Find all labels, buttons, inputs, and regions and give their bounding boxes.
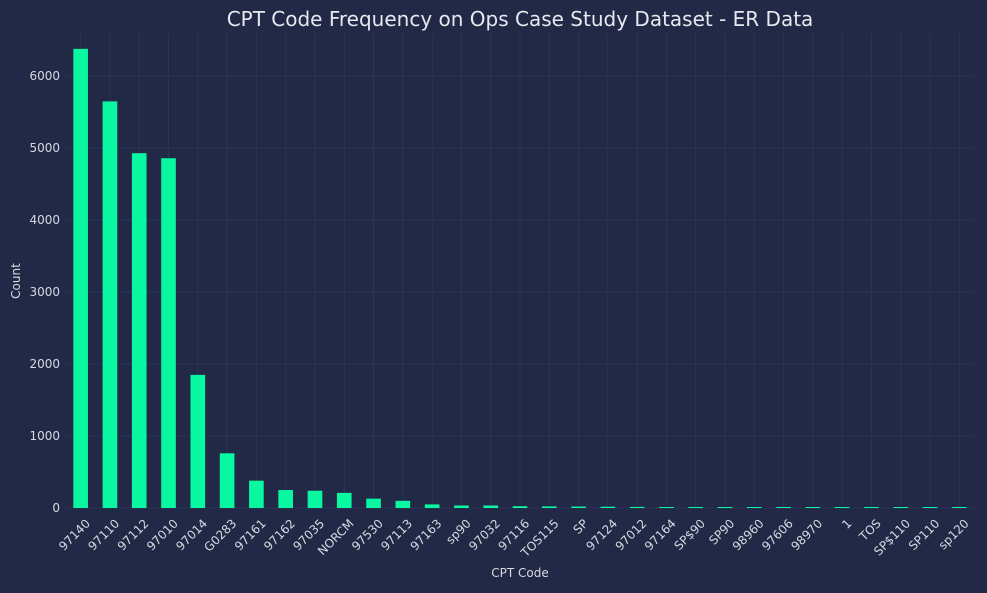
- bar-sp120: [952, 507, 967, 508]
- bar-97112: [131, 153, 147, 508]
- bar-97035: [307, 490, 323, 508]
- y-tick-label: 4000: [29, 213, 60, 227]
- y-tick-label: 2000: [29, 357, 60, 371]
- x-axis-label: CPT Code: [491, 566, 548, 580]
- grid-layer: [66, 33, 974, 509]
- bar-G0283: [219, 453, 235, 508]
- bar-97162: [278, 490, 293, 508]
- bar-NORCM: [336, 492, 352, 508]
- bar-SP$90: [688, 507, 704, 508]
- bar-1: [834, 507, 850, 508]
- y-tick-label: 6000: [29, 69, 60, 83]
- bar-97530: [366, 498, 381, 508]
- bar-97014: [190, 374, 206, 508]
- y-tick-label: 1000: [29, 429, 60, 443]
- bar-97032: [483, 505, 499, 508]
- y-tick-labels: 0 1000 2000 3000 4000 5000 6000: [29, 69, 60, 515]
- bar-97116: [512, 506, 528, 508]
- bar-TOS: [864, 507, 879, 508]
- bar-SP110: [922, 507, 938, 508]
- bar-SP90: [717, 507, 733, 508]
- bar-97110: [102, 101, 118, 508]
- bar-98970: [805, 507, 821, 508]
- y-axis-label: Count: [9, 263, 23, 299]
- y-tick-label: 3000: [29, 285, 60, 299]
- chart-title: CPT Code Frequency on Ops Case Study Dat…: [227, 7, 814, 31]
- bar-TOS115: [541, 506, 557, 508]
- bar-97161: [249, 480, 264, 508]
- y-tick-label: 5000: [29, 141, 60, 155]
- bar-SP: [571, 506, 586, 508]
- bar-SP$110: [893, 507, 909, 508]
- bar-97012: [629, 506, 645, 508]
- y-tick-label: 0: [52, 501, 60, 515]
- bar-layer: [73, 48, 967, 508]
- bar-97163: [424, 504, 440, 508]
- bar-97606: [776, 507, 791, 508]
- bar-97164: [659, 507, 674, 508]
- bar-97113: [395, 500, 411, 508]
- bar-sp90: [454, 505, 469, 508]
- bar-98960: [747, 507, 762, 508]
- bar-97124: [600, 506, 616, 508]
- bar-97140: [73, 48, 88, 508]
- bar-97010: [161, 158, 176, 508]
